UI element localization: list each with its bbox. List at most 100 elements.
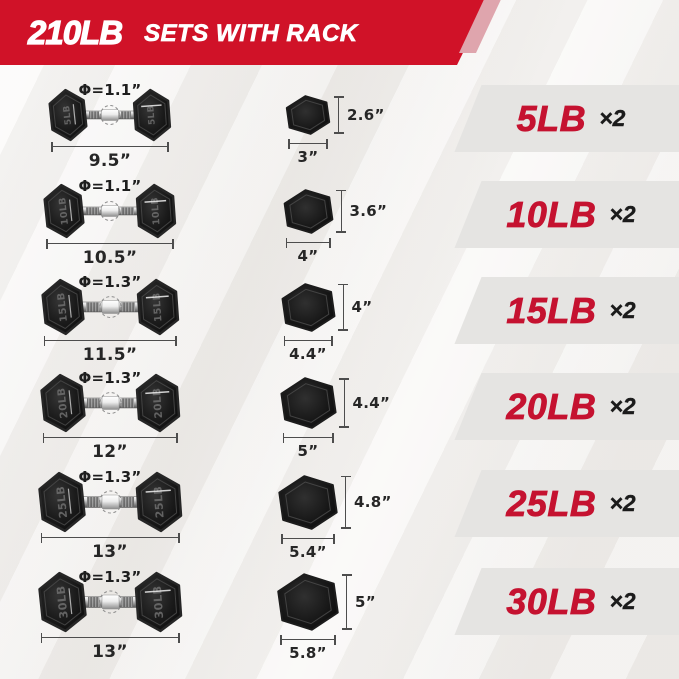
head-engraving: 30LB <box>54 585 70 619</box>
weight-band-content: 25LB ×2 <box>468 470 679 537</box>
handle-diameter-label: Φ=1.3” <box>78 273 142 291</box>
hex-height-dimension-line <box>339 378 349 428</box>
weight-label: 5LB <box>516 97 587 139</box>
diameter-dashed-circle <box>98 590 122 614</box>
head-highlight-line <box>67 488 72 514</box>
dumbbell-side-view: 10LB 10LB <box>43 183 177 239</box>
hex-width-dimension-line <box>285 237 331 248</box>
weight-band: 5LB ×2 <box>454 85 679 152</box>
head-bevel-line <box>43 478 80 526</box>
handle-center-sleeve <box>101 396 119 410</box>
head-bevel-line <box>140 478 177 526</box>
hex-face-bevel-line <box>285 480 331 524</box>
diameter-dashed-circle <box>98 490 122 514</box>
diameter-dashed-circle <box>99 392 121 414</box>
handle-diameter-label: Φ=1.1” <box>78 81 142 99</box>
hex-width-label: 3” <box>297 148 319 166</box>
head-engraving: 10LB <box>57 196 71 225</box>
hex-face-bevel-line <box>288 193 328 229</box>
diameter-dashed-circle <box>100 201 120 221</box>
handle-knurling <box>87 597 99 607</box>
set-title-subtext: SETS WITH RACK <box>144 19 358 47</box>
dumbbell-head: 15LB <box>136 278 179 336</box>
weight-band: 25LB ×2 <box>454 470 679 537</box>
head-highlight-line <box>141 104 162 108</box>
weight-label: 30LB <box>506 580 597 622</box>
head-bevel-line <box>45 284 80 330</box>
spec-row: Φ=1.3” 25LB 25LB 13” 5.4” 4.8” 25LB ×2 <box>0 456 679 562</box>
head-outer-face <box>37 471 86 533</box>
hex-face-bevel-line <box>286 383 330 423</box>
head-outer-face <box>39 373 86 433</box>
head-engraving: 15LB <box>151 292 164 322</box>
hex-face-group <box>283 188 333 234</box>
head-outer-face <box>40 278 85 336</box>
dumbbell-length-label: 12” <box>92 442 128 462</box>
spec-row: Φ=1.1” 10LB 10LB 10.5” 4” 3.6” 10LB ×2 <box>0 167 679 268</box>
hex-face-view <box>285 95 331 135</box>
handle-diameter-label: Φ=1.3” <box>78 568 142 586</box>
hex-width-label: 5” <box>297 442 319 460</box>
head-highlight-line <box>145 489 171 493</box>
hex-height-dimension-line <box>338 283 348 331</box>
dumbbell-side-view: 20LB 20LB <box>39 373 180 433</box>
head-outer-face <box>37 571 87 633</box>
hex-face-bevel-line <box>287 288 329 326</box>
hex-width-label: 5.4” <box>289 542 327 561</box>
head-bevel-line <box>139 578 177 626</box>
hex-height-dimension-line <box>340 475 351 529</box>
weight-label: 25LB <box>506 482 597 524</box>
dumbbell-length-dimension-line <box>43 336 177 346</box>
dumbbell-length-label: 13” <box>92 642 128 662</box>
hex-width-label: 4” <box>297 246 319 265</box>
hex-face-group <box>279 377 337 429</box>
weight-band: 30LB ×2 <box>454 568 679 635</box>
dumbbell-length-dimension-line <box>51 142 169 152</box>
spec-row: Φ=1.3” 30LB 30LB 13” 5.8” 5” 30LB ×2 <box>0 554 679 662</box>
title-banner-background: 210LB SETS WITH RACK <box>0 0 489 65</box>
dumbbell-length-label: 10.5” <box>82 248 138 268</box>
hex-width-dimension-line <box>281 533 335 544</box>
dumbbell-head: 10LB <box>135 183 177 239</box>
head-outer-face <box>43 183 85 239</box>
head-engraving: 5LB <box>146 105 157 126</box>
handle-center-sleeve <box>101 494 119 510</box>
dumbbell-length-label: 9.5” <box>88 151 132 171</box>
quantity-label: ×2 <box>599 105 626 131</box>
dumbbell-side-view: 5LB 5LB <box>48 88 172 142</box>
head-engraving: 20LB <box>150 387 164 419</box>
dumbbell-head: 5LB <box>48 88 88 142</box>
hex-width-dimension-line <box>282 433 334 443</box>
handle-knurling <box>121 207 134 215</box>
dumbbell-side-view: 25LB 25LB <box>37 471 182 533</box>
hex-face-group <box>281 282 335 332</box>
spec-row: Φ=1.3” 20LB 20LB 12” 5” 4.4” 20LB ×2 <box>0 359 679 462</box>
hex-face-view <box>283 188 333 234</box>
head-highlight-line <box>144 390 169 395</box>
handle-knurling <box>121 597 133 607</box>
handle-diameter-label: Φ=1.3” <box>78 468 142 486</box>
dumbbell-head: 20LB <box>135 373 180 433</box>
weight-band-content: 10LB ×2 <box>468 181 679 248</box>
weight-band-content: 15LB ×2 <box>468 277 679 344</box>
hex-height-label: 2.6” <box>347 106 385 124</box>
hex-face-bevel-line <box>284 579 332 625</box>
hex-width-dimension-line <box>283 335 333 346</box>
weight-label: 20LB <box>506 385 597 427</box>
diameter-dashed-circle <box>99 296 121 318</box>
head-bevel-line <box>140 380 175 426</box>
head-bevel-line <box>141 284 174 330</box>
head-highlight-line <box>144 199 167 203</box>
head-bevel-line <box>44 380 81 426</box>
quantity-label: ×2 <box>609 588 636 614</box>
quantity-label: ×2 <box>609 201 636 227</box>
handle-center-sleeve <box>101 109 119 121</box>
head-outer-face <box>135 373 180 433</box>
hex-height-dimension-line <box>341 574 352 630</box>
head-outer-face <box>136 278 179 336</box>
handle-knurling <box>121 111 131 119</box>
hex-width-label: 4.4” <box>289 344 327 363</box>
head-outer-face <box>135 183 177 239</box>
handle-diameter-label: Φ=1.1” <box>78 177 142 195</box>
